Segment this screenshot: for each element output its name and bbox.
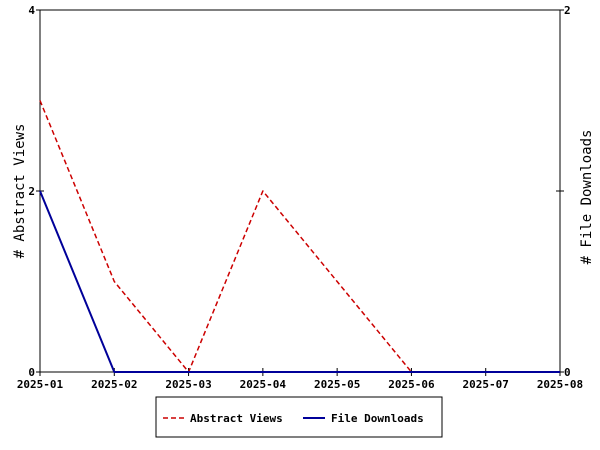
y-right-tick-label: 0	[564, 366, 571, 379]
series-group	[39, 100, 560, 373]
y-left-tick-label: 0	[28, 366, 35, 379]
x-tick-label: 2025-04	[240, 378, 287, 391]
x-tick-label: 2025-03	[165, 378, 211, 391]
series-line-file-downloads	[39, 190, 560, 373]
x-tick-label: 2025-05	[314, 378, 360, 391]
x-tick-label: 2025-08	[537, 378, 583, 391]
plot-area	[39, 9, 561, 373]
x-tick-label: 2025-01	[17, 378, 64, 391]
y-right-tick-label: 2	[564, 4, 571, 17]
x-tick-label: 2025-02	[91, 378, 137, 391]
y-axis-left-title: # Abstract Views	[12, 124, 28, 259]
y-axis-right-title: # File Downloads	[579, 130, 595, 265]
y-left-tick-label: 4	[28, 4, 35, 17]
legend-label-file-downloads: File Downloads	[331, 412, 424, 425]
legend-label-abstract-views: Abstract Views	[190, 412, 283, 425]
legend-box	[155, 396, 443, 438]
x-tick-label: 2025-06	[388, 378, 435, 391]
x-tick-label: 2025-07	[463, 378, 509, 391]
legend: Abstract Views File Downloads	[155, 396, 443, 438]
x-axis: 2025-01 2025-02 2025-03 2025-04 2025-05 2025-…	[17, 368, 583, 391]
y-left-tick-label: 2	[28, 185, 35, 198]
